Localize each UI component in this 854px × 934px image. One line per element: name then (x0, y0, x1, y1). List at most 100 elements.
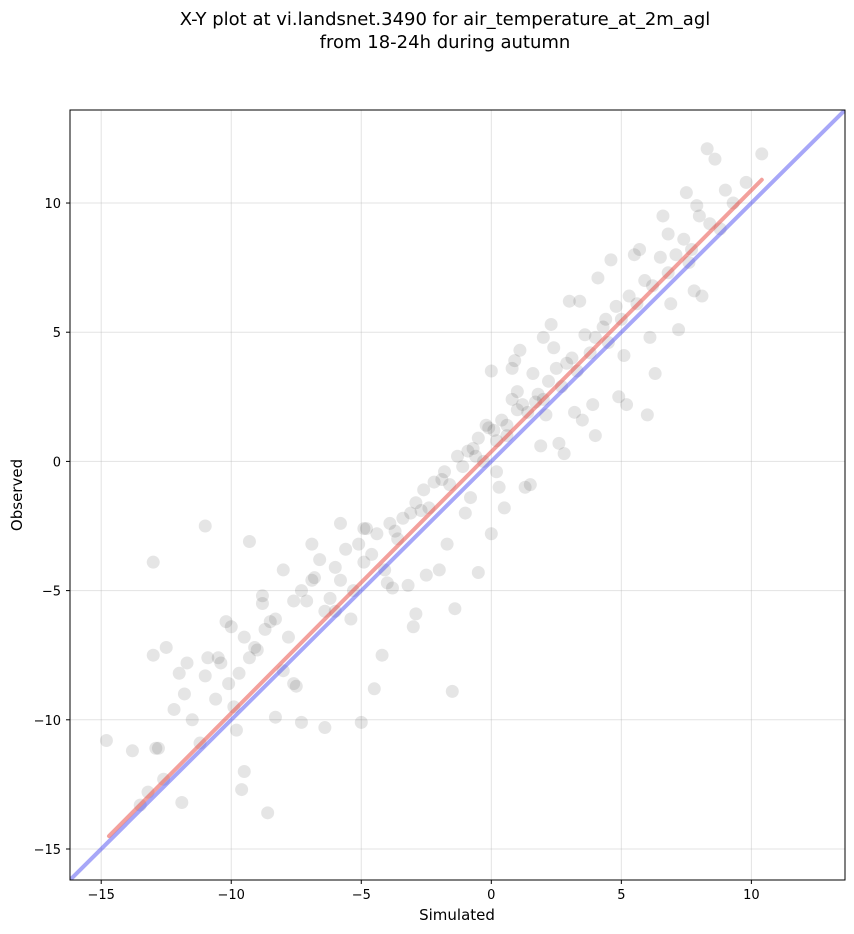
data-point (300, 594, 314, 608)
data-point (237, 630, 251, 644)
data-point (242, 535, 256, 549)
data-point (333, 516, 347, 530)
data-point (440, 537, 454, 551)
data-point (536, 330, 550, 344)
data-point (185, 713, 199, 727)
data-point (677, 232, 691, 246)
data-point (458, 506, 472, 520)
data-point (268, 612, 282, 626)
data-point (261, 806, 275, 820)
data-point (487, 423, 501, 437)
y-axis-label: Observed (8, 459, 26, 531)
data-point (617, 348, 631, 362)
data-point (287, 594, 301, 608)
chart-title-line-1: X-Y plot at vi.landsnet.3490 for air_tem… (180, 9, 711, 30)
data-point (401, 578, 415, 592)
data-point (378, 563, 392, 577)
y-tick-label: −10 (34, 714, 61, 729)
data-point (661, 227, 675, 241)
data-point (198, 519, 212, 533)
fit-line (107, 177, 764, 839)
data-point (370, 527, 384, 541)
data-point (432, 563, 446, 577)
data-point (281, 630, 295, 644)
data-point (588, 330, 602, 344)
data-point (229, 723, 243, 737)
data-point (539, 408, 553, 422)
data-point (575, 413, 589, 427)
data-point (508, 354, 522, 368)
data-point (648, 367, 662, 381)
data-point (276, 664, 290, 678)
x-axis-label: Simulated (419, 906, 495, 924)
data-point (396, 511, 410, 525)
x-tick-label: −10 (218, 888, 245, 903)
data-point (549, 361, 563, 375)
data-point (464, 491, 478, 505)
axis-ticks: −15 −10 −5 0 5 10 −15 −10 −5 0 5 10 (34, 197, 760, 903)
data-point (180, 656, 194, 670)
data-point (287, 677, 301, 691)
x-tick-label: 0 (487, 888, 495, 903)
data-point (497, 501, 511, 515)
data-point (451, 449, 464, 463)
data-point (482, 421, 496, 435)
data-point (305, 573, 319, 587)
reference-lines (70, 110, 845, 880)
data-point (151, 741, 165, 755)
data-point (201, 651, 215, 665)
data-point (640, 408, 654, 422)
data-point (404, 506, 418, 520)
data-point (578, 328, 592, 342)
data-point (573, 294, 587, 308)
data-point (242, 651, 256, 665)
data-point (591, 271, 605, 285)
data-point (414, 504, 428, 518)
data-point (484, 364, 498, 378)
data-point (294, 715, 308, 729)
data-point (159, 640, 173, 654)
data-point (263, 615, 277, 629)
data-point (531, 387, 545, 401)
data-point (406, 620, 420, 634)
data-point (255, 589, 269, 603)
data-point (672, 323, 686, 337)
data-point (466, 441, 480, 455)
data-point (409, 496, 423, 510)
data-point (518, 480, 532, 494)
data-point (492, 480, 506, 494)
data-point (219, 615, 233, 629)
data-point (620, 398, 634, 412)
data-point (214, 656, 228, 670)
data-point (250, 643, 264, 657)
data-point (547, 341, 561, 355)
data-point (294, 584, 308, 598)
data-point (456, 460, 470, 474)
data-point (471, 566, 485, 580)
data-point (146, 555, 160, 569)
scatter-points (99, 142, 769, 820)
data-point (513, 343, 527, 357)
y-tick-label: −5 (42, 585, 61, 600)
data-point (604, 253, 618, 267)
data-point (367, 682, 381, 696)
y-tick-label: −15 (34, 843, 61, 858)
data-point (149, 741, 163, 755)
data-point (333, 573, 347, 587)
data-point (622, 289, 636, 303)
data-point (664, 297, 678, 311)
data-point (383, 516, 397, 530)
data-point (612, 390, 626, 404)
data-point (586, 398, 600, 412)
data-point (339, 542, 353, 556)
data-point (588, 429, 602, 443)
data-point (328, 560, 342, 574)
data-point (359, 522, 373, 536)
data-point (461, 444, 475, 458)
y-tick-label: 10 (44, 197, 61, 212)
data-point (523, 478, 537, 492)
data-point (357, 555, 371, 569)
data-point (526, 367, 540, 381)
data-point (557, 447, 571, 461)
